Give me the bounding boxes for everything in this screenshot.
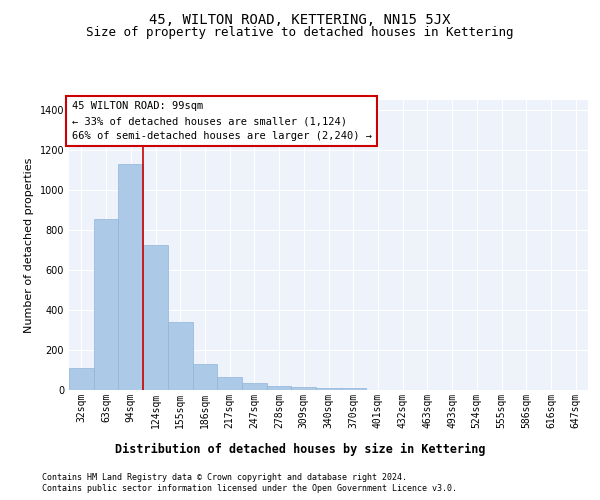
Text: Size of property relative to detached houses in Kettering: Size of property relative to detached ho… [86,26,514,39]
Text: 45, WILTON ROAD, KETTERING, NN15 5JX: 45, WILTON ROAD, KETTERING, NN15 5JX [149,12,451,26]
Bar [217,378,242,390]
Bar [143,245,168,390]
Y-axis label: Number of detached properties: Number of detached properties [24,158,34,332]
Text: 45 WILTON ROAD: 99sqm
← 33% of detached houses are smaller (1,124)
66% of semi-d: 45 WILTON ROAD: 99sqm ← 33% of detached … [71,102,371,141]
Bar [193,364,217,390]
Bar [168,322,193,390]
Bar [118,164,143,390]
Text: Contains HM Land Registry data © Crown copyright and database right 2024.: Contains HM Land Registry data © Crown c… [42,472,407,482]
Bar [292,386,316,390]
Text: Contains public sector information licensed under the Open Government Licence v3: Contains public sector information licen… [42,484,457,493]
Bar [316,388,341,390]
Bar [242,382,267,390]
Bar [341,388,365,390]
Text: Distribution of detached houses by size in Kettering: Distribution of detached houses by size … [115,442,485,456]
Bar [94,219,118,390]
Bar [69,368,94,390]
Bar [267,386,292,390]
